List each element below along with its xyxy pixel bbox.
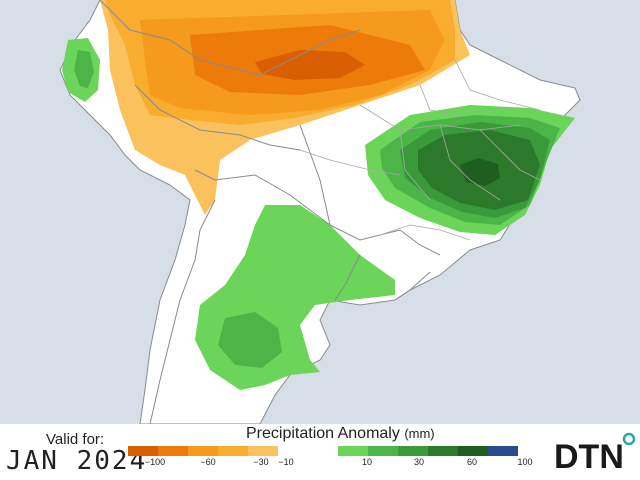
- dry-zone-peak: [255, 50, 365, 80]
- legend-footer: Valid for: JAN 2024 Precipitation Anomal…: [0, 424, 640, 480]
- legend-swatch: [398, 446, 428, 456]
- dtn-logo-text: DTN: [554, 438, 624, 476]
- legend-tick-label: −30: [253, 457, 269, 467]
- legend-swatch: [218, 446, 248, 456]
- legend-tick-label: 30: [413, 457, 425, 467]
- legend-swatch: [428, 446, 458, 456]
- country-borders: [99, 0, 441, 424]
- legend-tick-label: −60: [200, 457, 216, 467]
- color-scale-bar: [128, 446, 518, 456]
- legend-unit: (mm): [404, 426, 435, 441]
- legend-tick-label: 10: [361, 457, 373, 467]
- valid-for-label: Valid for:: [46, 431, 105, 448]
- dtn-logo-dot: [622, 432, 636, 446]
- legend-tick-label: −100: [144, 457, 166, 467]
- dtn-logo: DTN: [554, 432, 636, 476]
- legend-swatch: [338, 446, 368, 456]
- legend-swatch: [248, 446, 278, 456]
- legend-swatch: [128, 446, 158, 456]
- legend-swatch: [488, 446, 518, 456]
- wet-zone-east-peak: [460, 158, 500, 186]
- legend-title: Precipitation Anomaly (mm): [246, 425, 435, 443]
- wet-zone-south-core: [218, 312, 282, 368]
- wet-zone-northwest-core: [74, 50, 94, 88]
- precipitation-anomaly-map: [59, 0, 581, 424]
- state-borders: [299, 59, 541, 241]
- legend-tick-label: −10: [278, 457, 294, 467]
- legend-swatch: [188, 446, 218, 456]
- legend-swatch: [458, 446, 488, 456]
- legend-swatch: [368, 446, 398, 456]
- valid-date: JAN 2024: [6, 446, 148, 476]
- legend-swatch: [158, 446, 188, 456]
- legend-title-text: Precipitation Anomaly: [246, 425, 400, 442]
- legend-swatch: [278, 446, 338, 456]
- legend-tick-label: 100: [517, 457, 533, 467]
- legend-tick-label: 60: [466, 457, 478, 467]
